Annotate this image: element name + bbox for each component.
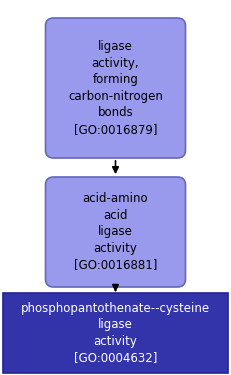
FancyBboxPatch shape: [46, 18, 185, 158]
Text: acid-amino
acid
ligase
activity
[GO:0016881]: acid-amino acid ligase activity [GO:0016…: [74, 192, 157, 272]
FancyBboxPatch shape: [46, 177, 185, 287]
FancyBboxPatch shape: [3, 293, 228, 373]
Text: ligase
activity,
forming
carbon-nitrogen
bonds
[GO:0016879]: ligase activity, forming carbon-nitrogen…: [68, 40, 163, 136]
Text: phosphopantothenate--cysteine
ligase
activity
[GO:0004632]: phosphopantothenate--cysteine ligase act…: [21, 302, 210, 364]
